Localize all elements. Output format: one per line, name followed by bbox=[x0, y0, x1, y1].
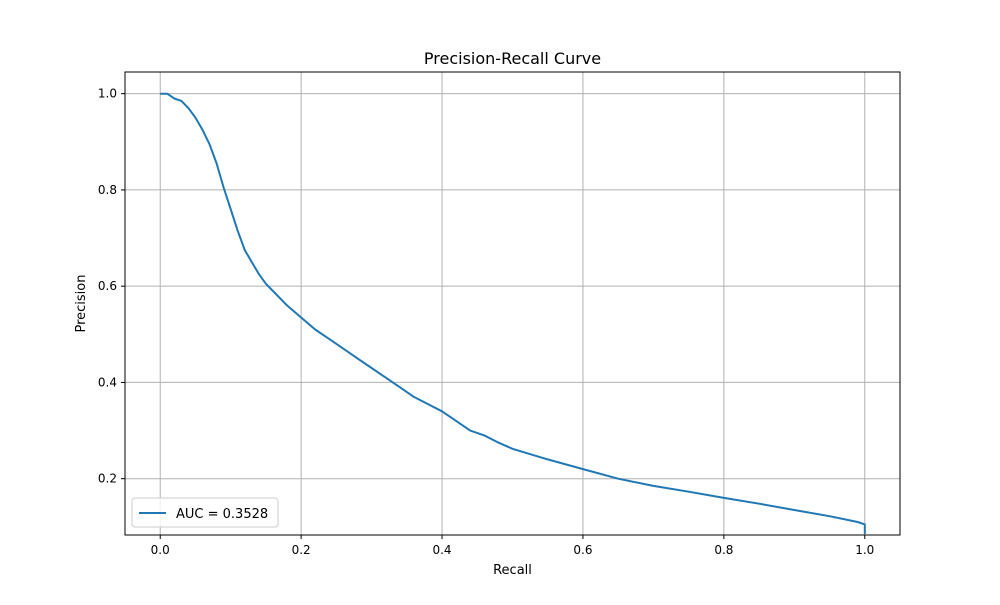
y-tick-label: 0.6 bbox=[98, 279, 117, 293]
x-tick-label: 0.0 bbox=[151, 543, 170, 557]
legend-box bbox=[131, 497, 279, 528]
chart-title: Precision-Recall Curve bbox=[424, 49, 601, 68]
legend-label: AUC = 0.3528 bbox=[176, 507, 268, 522]
y-tick-label: 0.4 bbox=[98, 375, 117, 389]
y-axis-label: Precision bbox=[74, 274, 89, 332]
axis-ticks: 0.0 0.2 0.4 0.6 0.8 1.0 0.2 0.4 0.6 0.8 1.0 bbox=[98, 87, 874, 557]
x-tick-label: 0.2 bbox=[292, 543, 311, 557]
y-tick-label: 0.2 bbox=[98, 472, 117, 486]
y-tick-label: 0.8 bbox=[98, 183, 117, 197]
x-tick-label: 0.4 bbox=[432, 543, 451, 557]
x-tick-label: 1.0 bbox=[855, 543, 874, 557]
plot-frame bbox=[124, 71, 901, 536]
x-tick-label: 0.8 bbox=[714, 543, 733, 557]
pr-curve-line bbox=[160, 92, 866, 534]
plot-data bbox=[160, 92, 866, 534]
legend: AUC = 0.3528 bbox=[131, 497, 279, 528]
y-tick-label: 1.0 bbox=[98, 87, 117, 101]
x-tick-label: 0.6 bbox=[573, 543, 592, 557]
x-axis-label: Recall bbox=[493, 563, 532, 578]
grid-lines bbox=[125, 72, 900, 535]
